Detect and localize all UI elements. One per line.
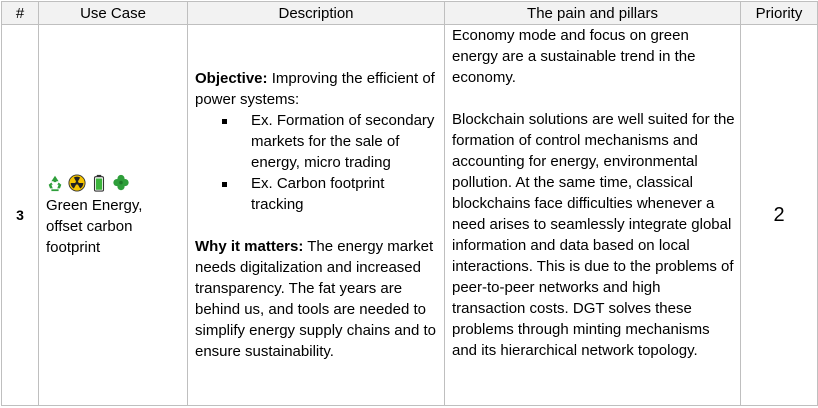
objective-label: Objective: [195, 70, 268, 87]
use-case-icons [46, 172, 183, 194]
why-paragraph: Why it matters: The energy market needs … [195, 236, 440, 362]
header-pain: The pain and pillars [444, 1, 741, 25]
pain-cell: Economy mode and focus on green energy a… [444, 24, 741, 406]
radioactive-icon [68, 174, 86, 192]
list-item: Ex. Carbon footprint tracking [222, 173, 440, 215]
header-row: # Use Case Description The pain and pill… [1, 1, 818, 25]
row-number: 3 [1, 24, 39, 406]
why-label: Why it matters: [195, 238, 304, 255]
use-case-title: Green Energy, offset carbon footprint [46, 197, 143, 256]
pain-paragraph-2: Blockchain solutions are well suited for… [452, 111, 735, 359]
objective-paragraph: Objective: Improving the efficient of po… [195, 68, 440, 110]
header-num: # [1, 1, 39, 25]
pain-paragraph-1: Economy mode and focus on green energy a… [452, 27, 696, 86]
header-use-case: Use Case [38, 1, 188, 25]
header-description: Description [187, 1, 445, 25]
priority-cell: 2 [740, 24, 818, 406]
objective-text: Improving the efficient of power systems… [195, 70, 435, 108]
list-item: Ex. Formation of secondary markets for t… [222, 110, 440, 173]
clover-icon [113, 174, 129, 191]
recycle-icon [48, 175, 62, 192]
table-row: 3 [1, 24, 818, 406]
description-cell: Objective: Improving the efficient of po… [187, 24, 445, 406]
header-priority: Priority [740, 1, 818, 25]
battery-icon [93, 174, 105, 192]
example-list: Ex. Formation of secondary markets for t… [195, 110, 440, 215]
why-text: The energy market needs digitalization a… [195, 238, 436, 360]
use-case-cell: Green Energy, offset carbon footprint [38, 24, 188, 406]
